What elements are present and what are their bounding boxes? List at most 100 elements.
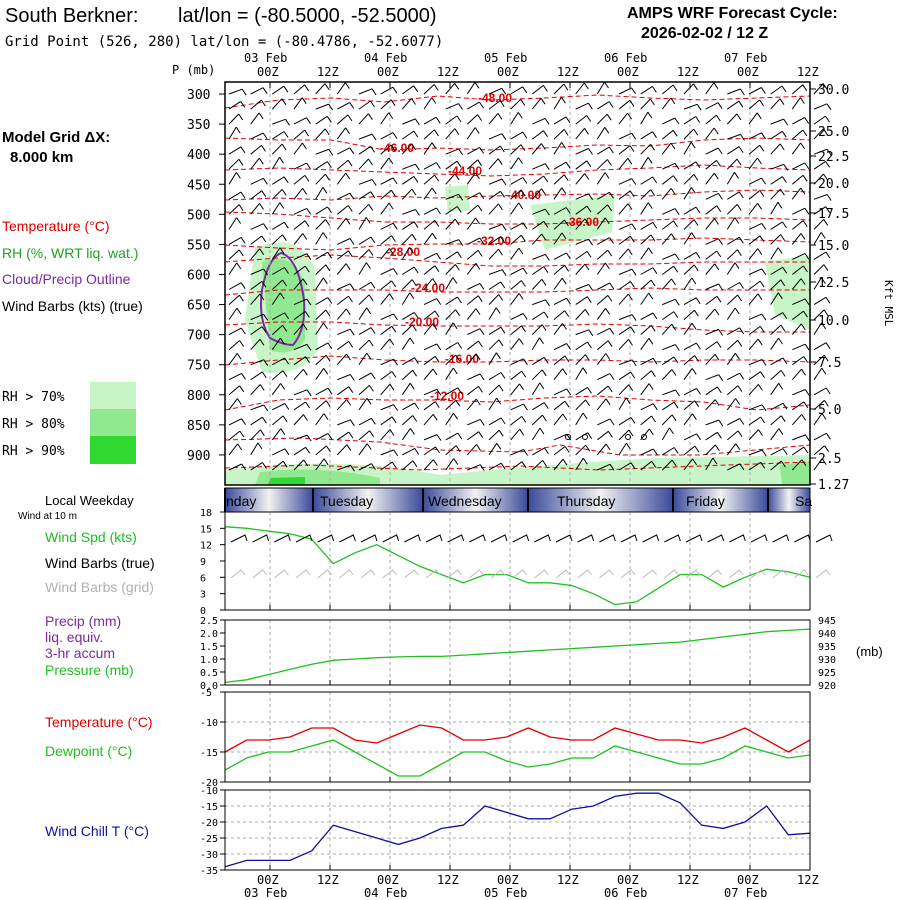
- wind-barb: [683, 187, 696, 200]
- time-tick-label-top: 12Z: [317, 65, 339, 79]
- weekday-cell: [673, 488, 768, 512]
- wind-barb: [445, 206, 462, 215]
- wind-barb: [402, 118, 420, 126]
- wind-barb: [336, 308, 351, 320]
- wind-barb: [661, 220, 678, 230]
- wind-barb: [272, 176, 289, 185]
- wind-barb: [683, 251, 701, 260]
- wind-barb: [575, 173, 590, 185]
- wind-barb: [640, 157, 653, 170]
- wind-barb: [596, 204, 613, 215]
- temperature-contour: [224, 189, 811, 201]
- grid-wind-barb: [274, 569, 289, 579]
- grid-wind-barb: [447, 569, 463, 579]
- wind-barb: [315, 368, 329, 380]
- wind-barb: [380, 177, 398, 185]
- wind-barb: [618, 99, 635, 110]
- wind-barb: [423, 343, 442, 351]
- wind-barb: [510, 403, 528, 411]
- wind-barb: [553, 174, 569, 185]
- wind-barb: [250, 371, 267, 381]
- wind-barb: [770, 357, 788, 366]
- wind-barb: [467, 237, 485, 245]
- wind-barb: [683, 387, 701, 396]
- grid-wind-barb: [512, 569, 528, 579]
- wind-barb: [596, 443, 611, 456]
- wind-barb: [445, 432, 463, 441]
- wind-barb: [228, 372, 246, 381]
- wind-barb: [510, 144, 526, 155]
- wind-barb: [510, 98, 526, 110]
- pressure-right-tick-label: 940: [818, 629, 836, 640]
- wind-barb: [727, 236, 744, 245]
- station-latlon: lat/lon = (-80.5000, -52.5000): [178, 5, 437, 27]
- wind-barb: [445, 251, 462, 260]
- wind-barb: [532, 356, 549, 366]
- wind-barb: [488, 223, 507, 231]
- wind-barb: [532, 447, 549, 456]
- wind-barb: [336, 172, 351, 185]
- wind-barb: [380, 248, 394, 260]
- date-label-top: 04 Feb: [364, 51, 407, 65]
- rh-area: [780, 462, 810, 485]
- wind-barb: [748, 177, 767, 185]
- time-tick-label-top: 12Z: [677, 65, 699, 79]
- wind-barb: [488, 113, 503, 125]
- wind-barb: [575, 329, 594, 337]
- time-tick-label-top: 00Z: [617, 65, 639, 79]
- wind-barb: [358, 417, 376, 426]
- wind-barb: [640, 234, 656, 245]
- wind-barb: [575, 82, 589, 95]
- wind-barb: [813, 264, 829, 275]
- wind-barb: [402, 266, 419, 275]
- wind-barb: [380, 416, 397, 426]
- wind-barb: [640, 370, 656, 381]
- wind-barb: [445, 82, 460, 95]
- wind-barb: [488, 352, 501, 365]
- wind-barb: [553, 413, 568, 426]
- wind-barb: [813, 296, 831, 306]
- wind-barb: [445, 412, 458, 426]
- wind-barb: [293, 84, 310, 95]
- wind-barb: [791, 129, 808, 140]
- wind-barb: [250, 429, 265, 441]
- pressure-right-tick-label: 945: [818, 616, 836, 627]
- wind-barb: [401, 279, 417, 290]
- wind-barb: [445, 342, 463, 351]
- wind-barb: [705, 353, 720, 366]
- grid-wind-barb: [534, 569, 549, 579]
- wind-barb: [358, 249, 374, 260]
- wind-barb: [445, 399, 461, 411]
- wind-barb: [466, 444, 481, 456]
- wind-barb: [662, 447, 679, 456]
- panel-frame: [224, 691, 811, 783]
- wind-barb: [358, 385, 374, 396]
- wind-barb: [705, 192, 723, 200]
- wind-barb: [250, 203, 264, 215]
- height-tick-label: 30.0: [818, 83, 849, 98]
- wind-barb: [618, 248, 633, 260]
- wind-barb: [423, 207, 441, 215]
- wind-barb: [748, 87, 766, 95]
- wind-barb: [423, 116, 441, 125]
- wind-barb: [315, 342, 333, 351]
- wind-barb: [748, 429, 763, 441]
- wind-barb: [358, 88, 377, 96]
- wind-barb: [596, 159, 612, 170]
- wind-barb: [532, 253, 550, 261]
- weekday-label: Wednesday: [428, 493, 502, 509]
- wind-barb: [813, 387, 831, 396]
- pressure-tick-label: 600: [187, 268, 210, 283]
- wind-barb: [315, 173, 330, 185]
- wind-barb: [423, 232, 437, 245]
- wind-barb: [293, 310, 310, 321]
- wind-barb: [423, 187, 437, 200]
- wind-barb: [640, 202, 653, 215]
- wind-barb: [423, 84, 439, 95]
- wind-barb: [705, 172, 719, 185]
- grid-wind-barb: [685, 569, 701, 579]
- wind-barb: [510, 222, 528, 230]
- wind-barb: [466, 217, 481, 230]
- wind-barb: [748, 359, 767, 366]
- wind-barb: [336, 444, 352, 456]
